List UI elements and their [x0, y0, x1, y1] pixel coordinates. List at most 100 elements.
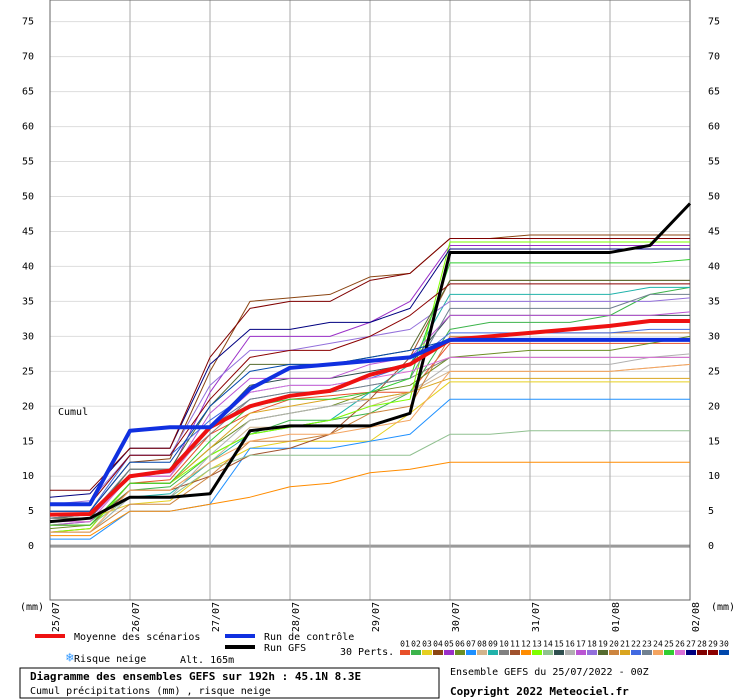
legend-label: 01: [400, 640, 410, 649]
chart-title: Diagramme des ensembles GEFS sur 192h : …: [30, 670, 361, 683]
legend-swatch: [433, 650, 443, 655]
y-tick-label: 40: [22, 261, 34, 272]
y-tick-label-right: 35: [708, 296, 720, 307]
legend-swatch: [576, 650, 586, 655]
legend-label: 15: [554, 640, 564, 649]
y-tick-label: 75: [22, 17, 34, 28]
y-tick-label: 15: [22, 436, 34, 447]
legend-swatch: [565, 650, 575, 655]
x-tick-label: 27/07: [211, 602, 222, 632]
legend-label: 22: [631, 640, 641, 649]
legend-label: 06: [455, 640, 465, 649]
legend-label: 07: [466, 640, 476, 649]
legend-swatch: [664, 650, 674, 655]
y-tick-label: 55: [22, 157, 34, 168]
legend-swatch: [609, 650, 619, 655]
legend-label: 04: [433, 640, 443, 649]
y-tick-label: 20: [22, 401, 34, 412]
y-tick-label: 50: [22, 192, 34, 203]
legend-swatch: [477, 650, 487, 655]
legend-label: 24: [653, 640, 663, 649]
legend-swatch: [543, 650, 553, 655]
legend-label: 02: [411, 640, 421, 649]
legend-label: 13: [532, 640, 542, 649]
y-unit-left: (mm): [20, 602, 44, 613]
x-tick-label: 26/07: [131, 602, 142, 632]
legend-label: 20: [609, 640, 619, 649]
legend-label: Run de contrôle: [264, 631, 354, 643]
y-unit-right: (mm): [711, 602, 735, 613]
y-tick-label-right: 20: [708, 401, 720, 412]
y-tick-label: 10: [22, 471, 34, 482]
legend-label: 26: [675, 640, 685, 649]
y-tick-label-right: 65: [708, 87, 720, 98]
legend-label: 21: [620, 640, 630, 649]
legend-label: 18: [587, 640, 597, 649]
legend-swatch: [499, 650, 509, 655]
y-tick-label: 60: [22, 122, 34, 133]
x-tick-label: 29/07: [371, 602, 382, 632]
series-line: [50, 461, 690, 537]
legend-label: 27: [686, 640, 696, 649]
legend-label: 30: [719, 640, 729, 649]
legend-swatch: [708, 650, 718, 655]
legend-swatch: [521, 650, 531, 655]
altitude: Alt. 165m: [180, 655, 234, 666]
y-tick-label-right: 50: [708, 192, 720, 203]
y-tick-label-right: 40: [708, 261, 720, 272]
series-line: [50, 356, 690, 523]
legend-label: 10: [499, 640, 509, 649]
y-tick-label: 0: [28, 541, 34, 552]
y-tick-label: 25: [22, 366, 34, 377]
series-line: [49, 318, 690, 517]
snow-label: Risque neige: [74, 654, 146, 665]
legend-label: 25: [664, 640, 674, 649]
copyright: Copyright 2022 Meteociel.fr: [450, 685, 629, 698]
series-line: [50, 337, 690, 507]
legend-label: Run GFS: [264, 643, 306, 654]
legend-swatch: [532, 650, 542, 655]
x-tick-label: 02/08: [691, 602, 702, 632]
legend-label: 19: [598, 640, 608, 649]
legend-swatch: [466, 650, 476, 655]
legend-swatch: [631, 650, 641, 655]
legend-label: Moyenne des scénarios: [74, 631, 200, 643]
y-tick-label-right: 10: [708, 471, 720, 482]
y-tick-label: 70: [22, 52, 34, 63]
legend-label: 11: [510, 640, 520, 649]
legend-label: 23: [642, 640, 652, 649]
legend-label: 08: [477, 640, 487, 649]
y-tick-label: 35: [22, 296, 34, 307]
legend-swatch: [488, 650, 498, 655]
legend-swatch: [587, 650, 597, 655]
series-line: [50, 237, 690, 491]
y-tick-label: 45: [22, 226, 34, 237]
legend-swatch: [675, 650, 685, 655]
legend-swatch: [598, 650, 608, 655]
y-tick-label: 5: [28, 506, 34, 517]
series-line: [50, 258, 691, 526]
y-tick-label-right: 25: [708, 366, 720, 377]
legend-label: 09: [488, 640, 498, 649]
legend-swatch: [400, 650, 410, 655]
legend-label: 12: [521, 640, 531, 649]
y-tick-label-right: 70: [708, 52, 720, 63]
y-tick-label-right: 55: [708, 157, 720, 168]
legend-label: 28: [697, 640, 707, 649]
plot-area: [49, 0, 692, 601]
legend-label: 03: [422, 640, 432, 649]
snow-icon: ❄: [65, 651, 74, 666]
legend-swatch: [642, 650, 652, 655]
legend-label: 16: [565, 640, 575, 649]
y-tick-label-right: 5: [708, 506, 714, 517]
series-line: [50, 283, 690, 505]
x-tick-label: 31/07: [531, 602, 542, 632]
y-axis-label: Cumul: [58, 407, 88, 418]
chart-subtitle: Cumul précipitations (mm) , risque neige: [30, 685, 271, 697]
series-line: [49, 202, 692, 524]
perts-label: 30 Perts.: [340, 647, 394, 658]
title-box: [19, 667, 440, 699]
legend-swatch: [653, 650, 663, 655]
x-tick-label: 25/07: [51, 602, 62, 632]
